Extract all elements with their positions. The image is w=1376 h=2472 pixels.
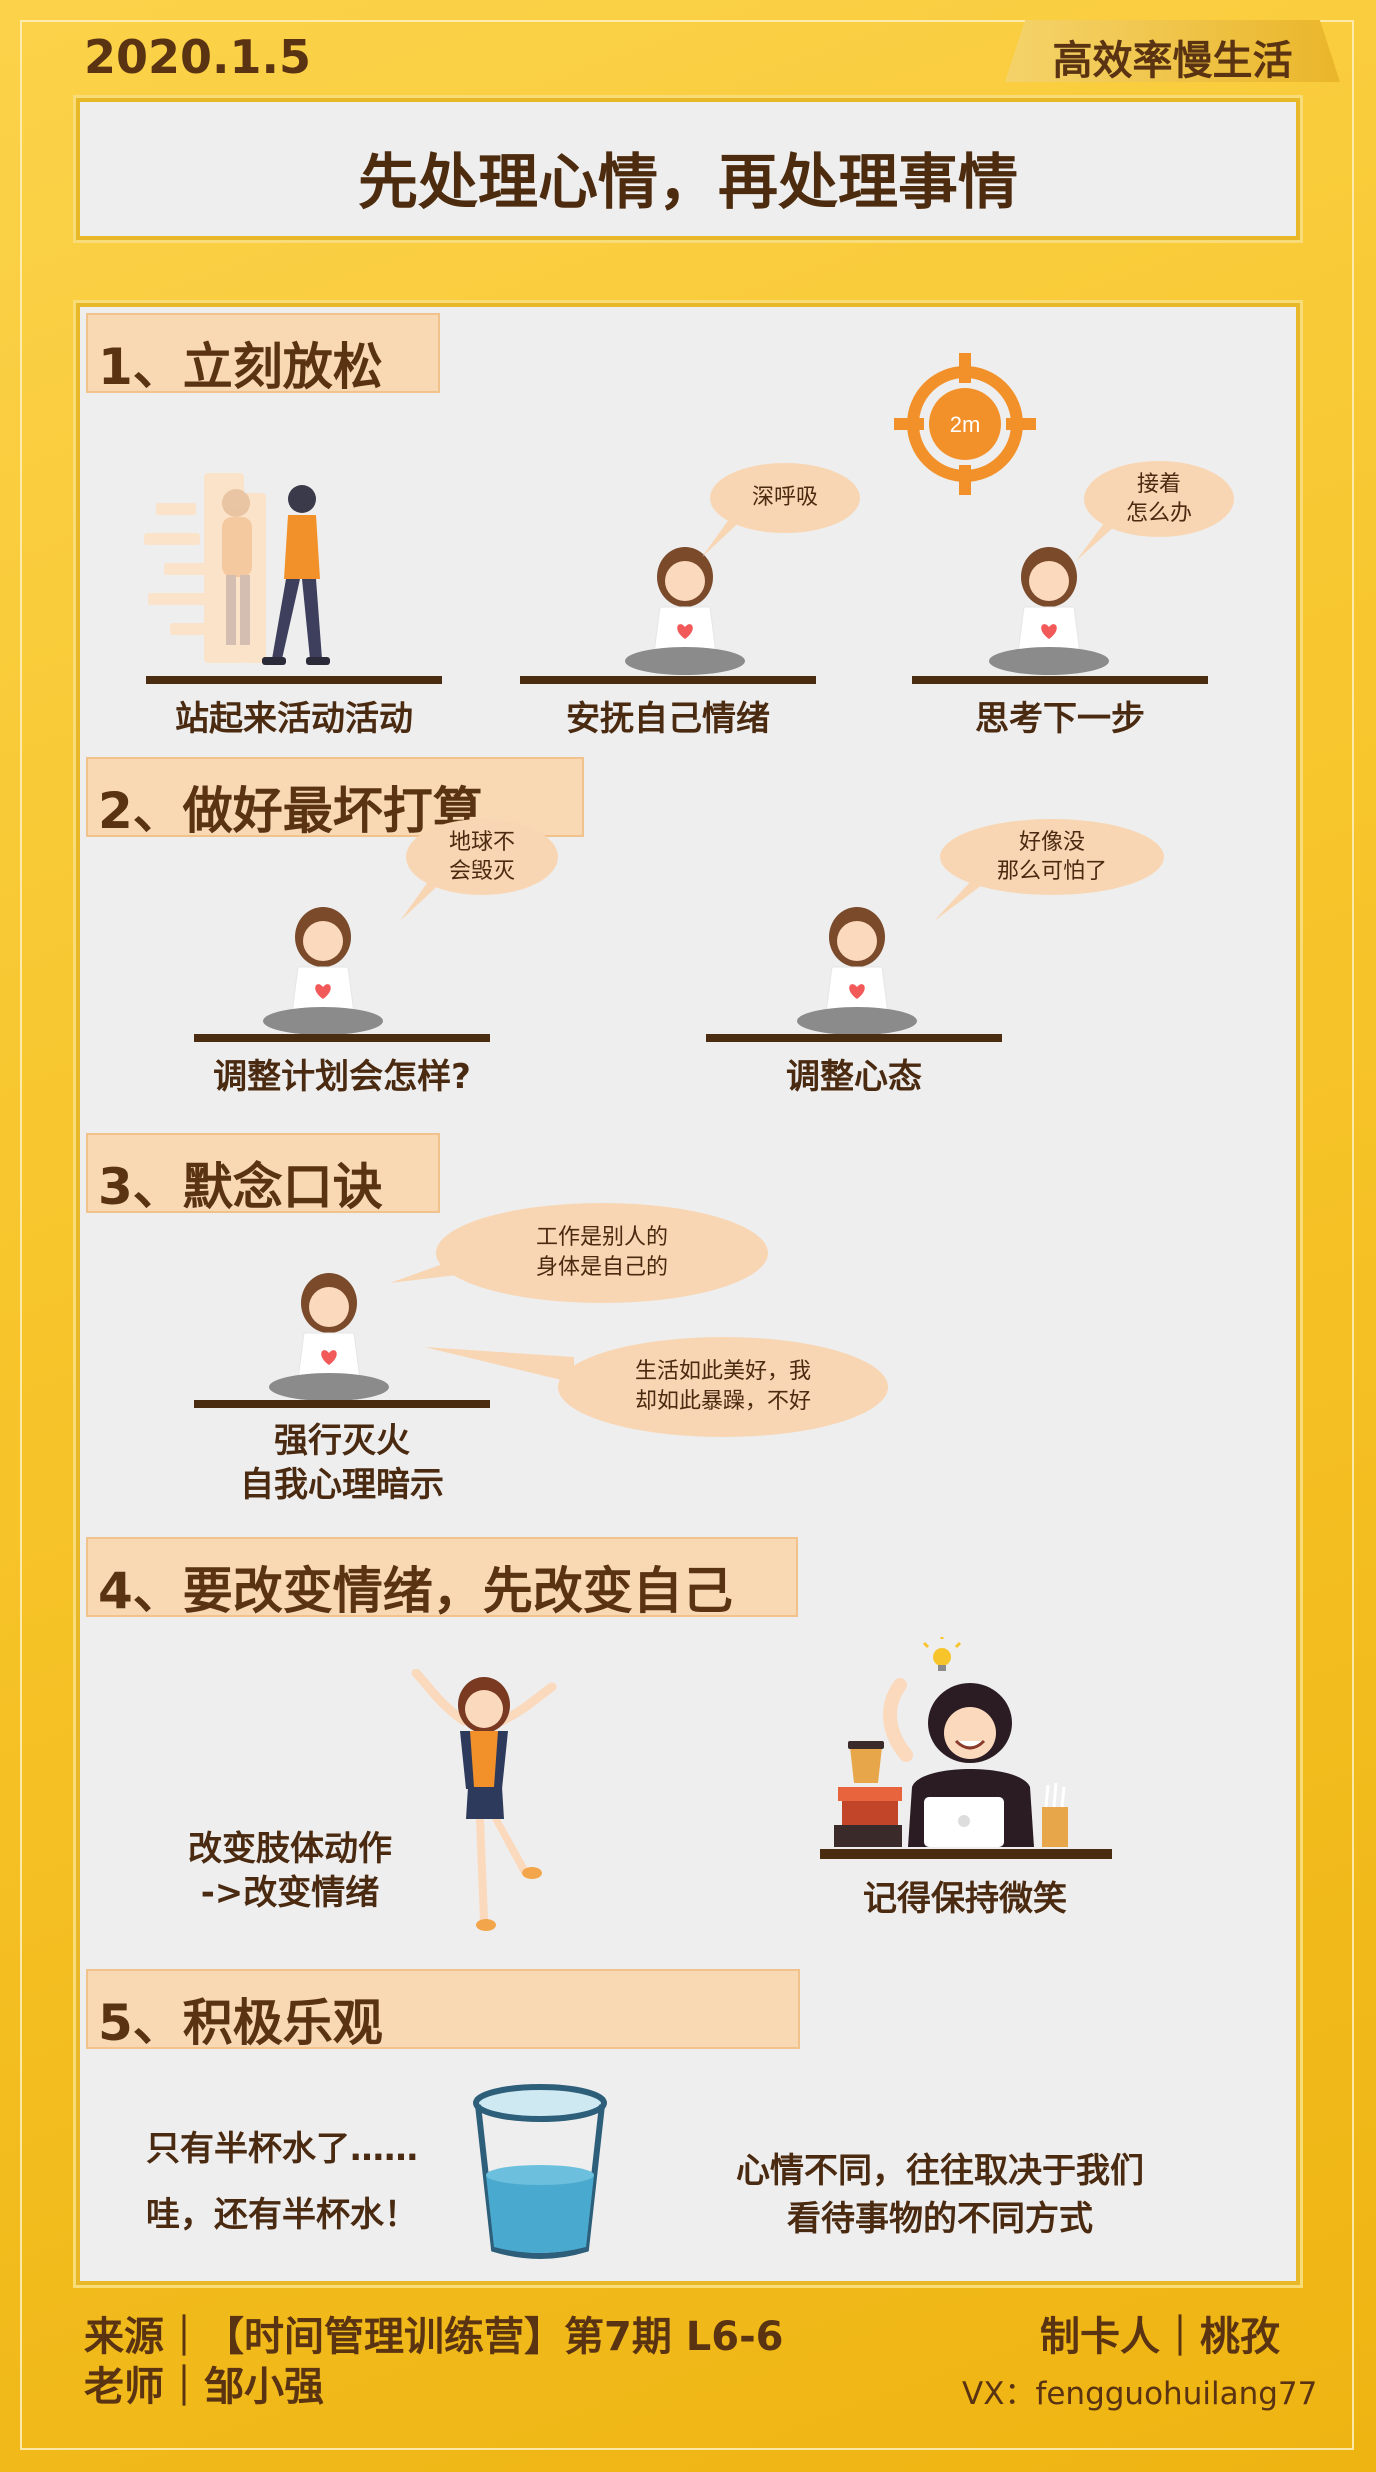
caption-keep-smiling: 记得保持微笑 bbox=[863, 1879, 1067, 1919]
conclusion-line-1: 心情不同，往往取决于我们 bbox=[736, 2151, 1144, 2191]
caption-adjust-mindset: 调整心态 bbox=[786, 1057, 922, 1097]
section-1-heading: 1、立刻放松 bbox=[86, 313, 440, 396]
caption-think-next: 思考下一步 bbox=[975, 699, 1145, 739]
speech-bubble: 生活如此美好，我 却如此暴躁，不好 bbox=[558, 1337, 888, 1437]
section-3-heading: 3、默念口诀 bbox=[86, 1133, 440, 1216]
water-glass-icon bbox=[473, 2084, 607, 2259]
section-3-heading-text: 3、默念口诀 bbox=[98, 1158, 383, 1216]
meditating-girl-icon bbox=[263, 907, 383, 1035]
footer-vx: VX：fengguohuilang77 bbox=[962, 2376, 1318, 2412]
smiling-woman-laptop-icon bbox=[834, 1637, 1068, 1847]
caption-stand-up: 站起来活动活动 bbox=[175, 699, 413, 739]
caption-self-suggestion: 自我心理暗示 bbox=[240, 1465, 444, 1505]
section-4-heading: 4、要改变情绪，先改变自己 bbox=[86, 1537, 798, 1620]
caption-put-out-fire: 强行灭火 bbox=[274, 1421, 410, 1461]
half-glass-pessimist: 只有半杯水了…… bbox=[146, 2129, 418, 2169]
speech-bubble: 地球不 会毁灭 bbox=[406, 819, 558, 895]
section-1-heading-text: 1、立刻放松 bbox=[98, 338, 383, 396]
brand-tag: 高效率慢生活 bbox=[1005, 20, 1340, 82]
bubble-text-line1: 好像没 bbox=[1018, 830, 1085, 855]
caption-soothe: 安抚自己情绪 bbox=[566, 699, 770, 739]
bubble-text-line1: 生活如此美好，我 bbox=[634, 1359, 811, 1384]
footer-source: 来源｜【时间管理训练营】第7期 L6-6 bbox=[84, 2314, 784, 2360]
platform-line bbox=[194, 1400, 490, 1408]
meditating-girl-icon bbox=[625, 547, 745, 675]
bubble-text-line1: 地球不 bbox=[448, 830, 515, 855]
timer-label: 2m bbox=[950, 412, 981, 437]
bubble-text-line2: 却如此暴躁，不好 bbox=[634, 1389, 811, 1414]
conclusion-line-2: 看待事物的不同方式 bbox=[787, 2199, 1093, 2239]
platform-line bbox=[706, 1034, 1002, 1042]
platform-line bbox=[194, 1034, 490, 1042]
meditating-girl-icon bbox=[797, 907, 917, 1035]
bubble-text-line1: 接着 bbox=[1136, 472, 1181, 497]
speech-tail bbox=[424, 1347, 574, 1383]
footer-teacher: 老师｜邹小强 bbox=[84, 2364, 324, 2410]
meditating-girl-icon bbox=[269, 1273, 389, 1401]
meditating-girl-icon bbox=[989, 547, 1109, 675]
content-panel: 1、立刻放松 站起来活动活动 bbox=[76, 303, 1300, 2285]
section-4-heading-text: 4、要改变情绪，先改变自己 bbox=[98, 1562, 733, 1620]
footer-maker: 制卡人｜桃孜 bbox=[1040, 2314, 1280, 2360]
lightbulb-icon bbox=[922, 1637, 962, 1671]
frame-border bbox=[20, 20, 1354, 2450]
desk-line bbox=[820, 1849, 1112, 1859]
speech-bubble: 好像没 那么可怕了 bbox=[940, 819, 1164, 895]
title-panel: 先处理心情，再处理事情 bbox=[76, 98, 1300, 240]
brand-tag-label: 高效率慢生活 bbox=[1052, 38, 1293, 84]
speech-bubble: 工作是别人的 身体是自己的 bbox=[436, 1203, 768, 1303]
bubble-text-line2: 那么可怕了 bbox=[996, 859, 1107, 884]
section-2-heading-text: 2、做好最坏打算 bbox=[98, 782, 483, 840]
speech-bubble: 接着 怎么办 bbox=[1084, 461, 1234, 537]
caption-change-mood: ->改变情绪 bbox=[200, 1873, 380, 1913]
target-timer-icon: 2m bbox=[894, 353, 1036, 495]
bubble-text: 深呼吸 bbox=[751, 485, 818, 510]
section-5-heading-text: 5、积极乐观 bbox=[98, 1994, 383, 2052]
section-5-heading: 5、积极乐观 bbox=[86, 1969, 800, 2052]
platform-line bbox=[146, 676, 442, 684]
page-title: 先处理心情，再处理事情 bbox=[358, 148, 1018, 218]
caption-change-body: 改变肢体动作 bbox=[188, 1829, 392, 1869]
walking-person-icon bbox=[144, 473, 330, 665]
bubble-text-line2: 怎么办 bbox=[1125, 501, 1192, 526]
caption-adjust-plan: 调整计划会怎样? bbox=[213, 1057, 471, 1097]
bubble-text-line2: 身体是自己的 bbox=[535, 1255, 668, 1280]
jumping-girl-icon bbox=[411, 1669, 557, 1931]
date-label: 2020.1.5 bbox=[84, 30, 311, 84]
platform-line bbox=[520, 676, 816, 684]
platform-line bbox=[912, 676, 1208, 684]
bubble-text-line1: 工作是别人的 bbox=[535, 1225, 668, 1250]
speech-bubble: 深呼吸 bbox=[710, 463, 860, 533]
bubble-text-line2: 会毁灭 bbox=[448, 859, 515, 884]
half-glass-optimist: 哇，还有半杯水！ bbox=[146, 2195, 418, 2235]
